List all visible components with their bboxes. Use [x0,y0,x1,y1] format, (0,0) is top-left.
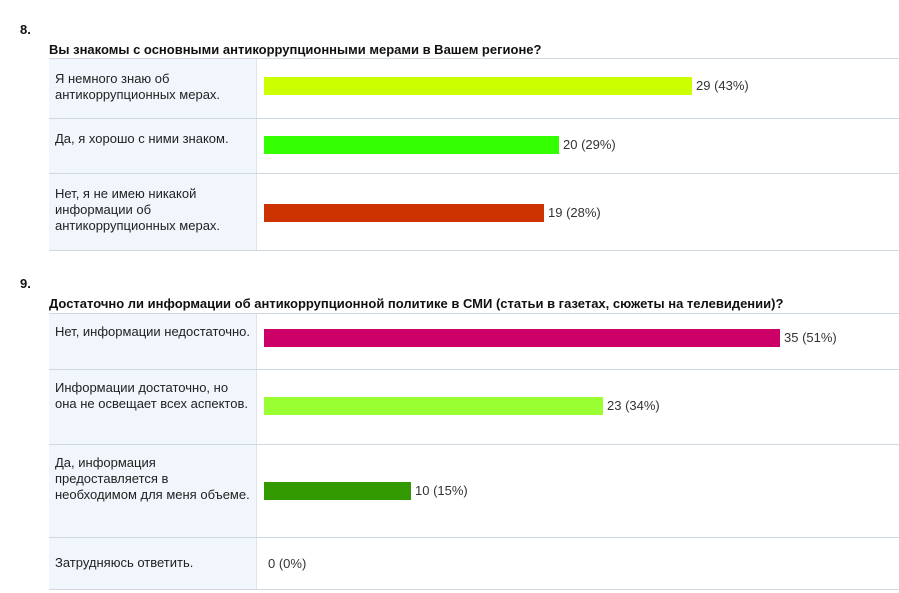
bar-value-label: 23 (34%) [607,398,660,413]
answer-row: Нет, информации недостаточно. 35 (51%) [49,314,899,370]
bar [264,482,411,500]
answer-label: Информации достаточно, но она не освещае… [55,380,248,411]
bar-value-label: 20 (29%) [563,137,616,152]
bar-value-label: 29 (43%) [696,78,749,93]
answer-label: Да, я хорошо с ними знаком. [55,131,229,146]
answer-row: Информации достаточно, но она не освещае… [49,370,899,445]
answer-row: Нет, я не имею никакой информации об ант… [49,174,899,251]
answer-label-cell: Я немного знаю об антикоррупционных мера… [49,59,257,118]
bar-value-label: 19 (28%) [548,205,601,220]
answer-row: Да, я хорошо с ними знаком. 20 (29%) [49,119,899,174]
answer-label: Нет, информации недостаточно. [55,324,251,339]
bar [264,136,559,154]
question-number: 9. [20,276,31,291]
bar-value-label: 0 (0%) [268,556,307,571]
answer-label-cell: Да, я хорошо с ними знаком. [49,119,257,173]
answer-label: Да, информация предоставляется в необход… [55,455,250,502]
question-number: 8. [20,22,31,37]
answers-table: Я немного знаю об антикоррупционных мера… [49,58,899,251]
question-title: Достаточно ли информации об антикоррупци… [49,296,784,311]
bar [264,77,692,95]
answer-label: Затрудняюсь ответить. [55,555,194,570]
bar [264,329,780,347]
bar [264,204,544,222]
bar [264,397,603,415]
answers-table: Нет, информации недостаточно. 35 (51%) И… [49,313,899,590]
answer-label-cell: Нет, информации недостаточно. [49,314,257,369]
bar-value-label: 10 (15%) [415,483,468,498]
answer-row: Да, информация предоставляется в необход… [49,445,899,538]
answer-label-cell: Да, информация предоставляется в необход… [49,445,257,537]
question-title: Вы знакомы с основными антикоррупционным… [49,42,542,57]
answer-label: Я немного знаю об антикоррупционных мера… [55,71,221,102]
answer-label-cell: Затрудняюсь ответить. [49,538,257,589]
bar-value-label: 35 (51%) [784,330,837,345]
answer-label-cell: Информации достаточно, но она не освещае… [49,370,257,444]
answer-label-cell: Нет, я не имею никакой информации об ант… [49,174,257,250]
answer-row: Я немного знаю об антикоррупционных мера… [49,59,899,119]
answer-label: Нет, я не имею никакой информации об ант… [55,186,221,233]
answer-row: Затрудняюсь ответить. 0 (0%) [49,538,899,590]
